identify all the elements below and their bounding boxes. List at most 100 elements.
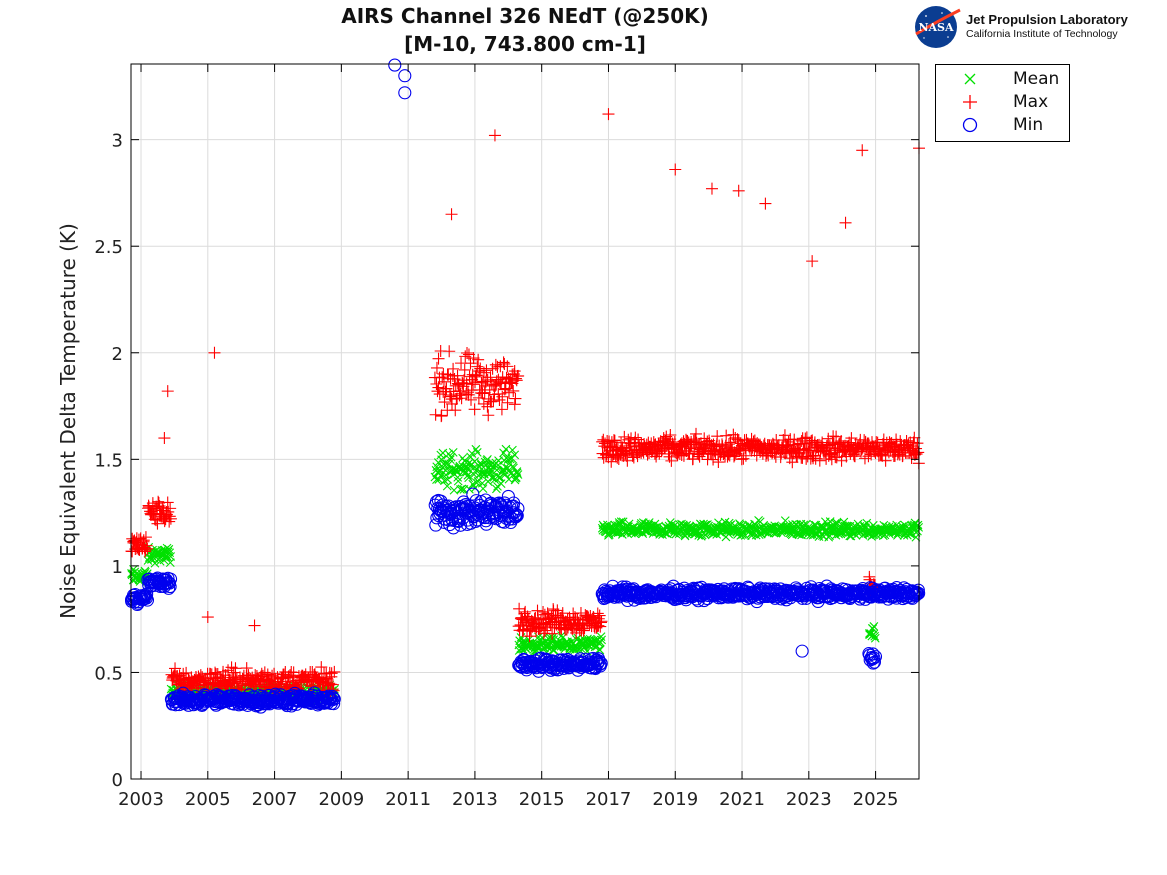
max-point [498,357,511,370]
mean-point [513,470,523,479]
max-point [444,390,457,403]
y-tick-label: 1.5 [94,450,123,471]
y-tick-label: 2.5 [94,237,123,258]
max-point [508,398,521,411]
mean-point [493,481,502,491]
max-point [896,449,909,462]
max-point [266,669,279,682]
legend-item-mean: Mean [936,69,1069,93]
max-point [325,667,338,680]
max-point [436,371,449,384]
max-point [151,517,164,530]
mean-point [443,475,452,484]
mean-point [616,517,626,527]
max-point [480,364,493,377]
max-point [457,380,470,393]
mean-point [434,475,444,484]
max-point [509,392,522,405]
mean-point [457,484,467,494]
mean-point [166,552,176,561]
mean-point [906,529,916,538]
mean-point [474,461,484,471]
mean-point [472,447,482,457]
max-point [813,454,826,467]
chart-title-line2: [M-10, 743.800 cm-1] [404,32,646,56]
max-point [722,438,735,451]
x-tick-label: 2009 [318,789,364,810]
plus-marker-icon [963,95,977,109]
max-point [765,440,778,453]
max-point [707,453,720,466]
max-point [551,604,564,617]
x-tick-label: 2003 [118,789,164,810]
y-axis-label: Noise Equivalent Delta Temperature (K) [56,223,80,619]
max-point [807,449,820,462]
max-point [248,619,261,632]
mean-point [446,452,456,462]
min-point [868,650,883,664]
max-point [201,611,214,624]
max-point [467,352,480,365]
min-point [867,655,881,669]
max-point [433,388,446,401]
max-point [839,216,852,229]
max-point [484,371,497,384]
max-point [759,197,772,210]
max-point [680,433,693,446]
y-tick-label: 2 [112,344,123,365]
max-point [240,662,253,675]
circle-marker-icon [962,117,978,133]
max-point [163,515,176,528]
max-point [445,208,458,221]
mean-point [490,475,500,484]
max-point [430,361,443,374]
max-point [669,163,682,176]
max-point [501,360,514,373]
max-point [611,451,624,464]
x-tick-label: 2011 [385,789,431,810]
max-point [806,255,819,268]
max-point [461,346,474,359]
max-point [568,611,581,624]
mean-point [442,481,452,491]
mean-point [508,461,518,471]
max-point [737,452,750,465]
max-point [879,454,892,467]
max-point [217,665,230,678]
max-point [705,182,718,195]
max-point [469,376,482,389]
max-point [509,372,522,385]
mean-point [510,450,520,460]
max-point [141,542,154,555]
max-point [512,369,525,382]
max-point [546,627,559,640]
max-point [328,665,341,678]
max-point [140,539,153,552]
min-point [510,508,524,522]
max-point [830,451,843,464]
legend-label-min: Min [1013,115,1044,135]
max-point [739,449,752,462]
mean-point [477,478,487,488]
max-point [258,666,271,679]
x-tick-label: 2025 [853,789,899,810]
x-tick-label: 2015 [519,789,565,810]
mean-point [437,455,446,465]
min-point [163,572,178,586]
max-point [591,607,604,620]
max-point [440,382,453,395]
mean-point [164,544,174,554]
max-point [268,667,281,680]
max-point [856,144,869,157]
x-tick-label: 2023 [786,789,832,810]
x-tick-label: 2019 [652,789,698,810]
max-point [501,396,514,409]
max-point [608,434,621,447]
legend-item-max: Max [936,92,1069,116]
y-tick-label: 0.5 [94,663,123,684]
max-point [607,434,620,447]
min-point [429,518,443,532]
max-point [482,409,495,422]
x-tick-labels: 2003 2005 2007 2009 2011 2013 2015 2017 2019 2021… [118,789,898,810]
